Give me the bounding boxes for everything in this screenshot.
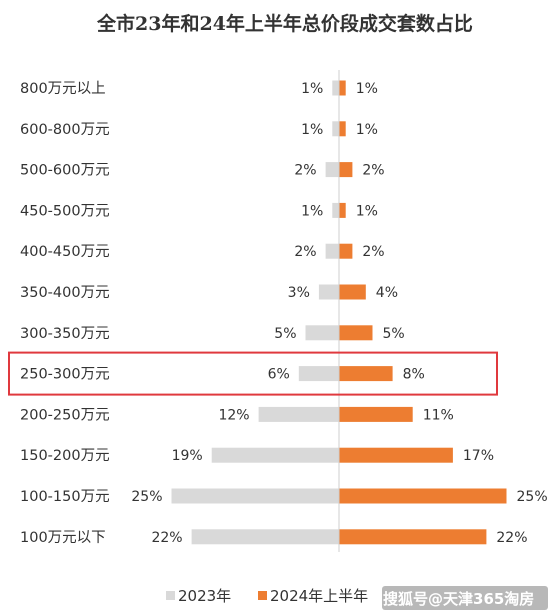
highlight-box xyxy=(8,351,498,396)
bar-2023 xyxy=(298,366,339,382)
watermark: 搜狐号@天津365淘房 xyxy=(382,586,548,610)
bar-2023 xyxy=(332,202,339,218)
data-label-2024h1: 5% xyxy=(383,326,405,342)
data-label-2024h1: 8% xyxy=(403,367,425,383)
bar-2024h1 xyxy=(339,447,453,463)
data-label-2024h1: 4% xyxy=(376,285,398,301)
bar-2024h1 xyxy=(339,121,346,137)
bar-2024h1 xyxy=(339,284,366,300)
bar-2023 xyxy=(305,325,339,341)
data-label-2023: 3% xyxy=(288,285,310,301)
category-label: 450-500万元 xyxy=(20,203,110,219)
bars-layer: 800万元以上 1% 1% 600-800万元 1% 1% 500-600万元 2% 2% 450… xyxy=(20,80,548,546)
legend-swatch-2023 xyxy=(166,591,175,600)
bar-2024h1 xyxy=(339,325,373,341)
bar-2023 xyxy=(191,529,339,545)
category-label: 350-400万元 xyxy=(20,285,110,301)
data-label-2023: 5% xyxy=(274,326,296,342)
data-label-2023: 1% xyxy=(301,122,323,138)
bar-2023 xyxy=(211,447,339,463)
category-label: 500-600万元 xyxy=(20,163,110,179)
data-label-2024h1: 11% xyxy=(423,407,454,423)
category-label: 800万元以上 xyxy=(20,80,106,97)
data-label-2024h1: 2% xyxy=(362,244,384,260)
bar-2024h1 xyxy=(339,406,413,422)
data-label-2023: 1% xyxy=(301,81,323,97)
category-label: 400-450万元 xyxy=(20,244,110,260)
bar-2023 xyxy=(325,243,339,259)
legend-swatch-2024h1 xyxy=(258,591,267,600)
bar-2023 xyxy=(318,284,339,300)
category-label: 100-150万元 xyxy=(20,489,110,505)
category-label: 250-300万元 xyxy=(20,367,110,383)
bar-2023 xyxy=(258,406,339,422)
data-label-2024h1: 1% xyxy=(356,81,378,97)
bar-2024h1 xyxy=(339,366,393,382)
watermark-text: 搜狐号@天津365淘房 xyxy=(383,590,534,608)
data-label-2023: 2% xyxy=(294,163,316,179)
bar-2024h1 xyxy=(339,243,353,259)
chart-title: 全市23年和24年上半年总价段成交套数占比 xyxy=(96,12,473,35)
category-label: 600-800万元 xyxy=(20,122,110,138)
bar-2024h1 xyxy=(339,488,507,504)
data-label-2023: 1% xyxy=(301,203,323,219)
category-label: 200-250万元 xyxy=(20,407,110,423)
category-label: 100万元以下 xyxy=(20,530,106,546)
data-label-2023: 12% xyxy=(218,407,249,423)
category-label: 150-200万元 xyxy=(20,448,110,464)
legend: 2023年 2024年上半年 xyxy=(166,587,368,605)
data-label-2024h1: 25% xyxy=(517,489,548,505)
data-label-2024h1: 1% xyxy=(356,203,378,219)
bar-2023 xyxy=(171,488,339,504)
bar-2024h1 xyxy=(339,162,353,178)
bar-2023 xyxy=(325,162,339,178)
legend-label-2024h1: 2024年上半年 xyxy=(270,587,368,605)
bar-2024h1 xyxy=(339,529,487,545)
data-label-2024h1: 22% xyxy=(496,530,527,546)
category-label: 300-350万元 xyxy=(20,326,110,342)
data-label-2023: 19% xyxy=(172,448,203,464)
data-label-2023: 22% xyxy=(151,530,182,546)
data-label-2023: 6% xyxy=(268,367,290,383)
data-label-2024h1: 1% xyxy=(356,122,378,138)
bar-2023 xyxy=(332,121,339,137)
bar-2024h1 xyxy=(339,80,346,96)
bar-2023 xyxy=(332,80,339,96)
legend-label-2023: 2023年 xyxy=(178,587,231,605)
watermark-shadow xyxy=(382,586,548,610)
data-label-2023: 2% xyxy=(294,244,316,260)
bar-2024h1 xyxy=(339,202,346,218)
data-label-2024h1: 17% xyxy=(463,448,494,464)
data-label-2024h1: 2% xyxy=(362,163,384,179)
data-label-2023: 25% xyxy=(131,489,162,505)
